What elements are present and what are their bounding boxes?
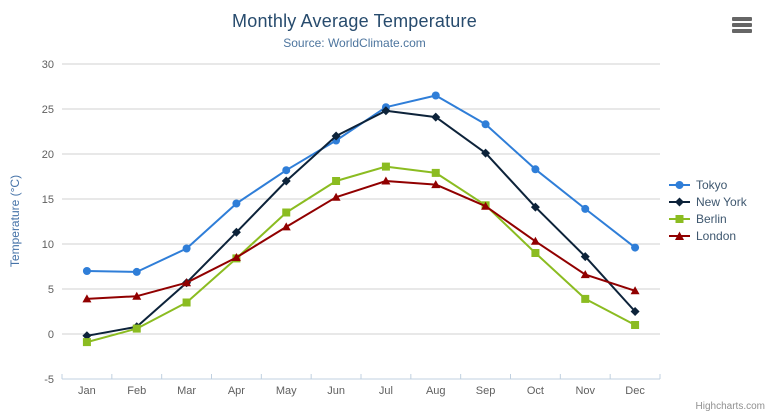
legend-label: New York: [696, 194, 747, 209]
legend: Tokyo New York Berlin London: [668, 176, 747, 244]
hamburger-menu-icon: [732, 23, 752, 27]
data-point-new-york-dec[interactable]: [630, 307, 640, 316]
data-point-new-york-jul[interactable]: [381, 106, 391, 116]
y-axis-label: -5: [44, 374, 54, 386]
legend-label: London: [696, 228, 737, 243]
data-point-berlin-jun[interactable]: [332, 177, 341, 185]
legend-label: Berlin: [696, 211, 727, 226]
hamburger-menu-icon: [732, 29, 752, 33]
legend-item-tokyo[interactable]: Tokyo: [668, 176, 747, 193]
data-point-berlin-aug[interactable]: [431, 168, 440, 177]
y-axis-label: 25: [42, 104, 54, 116]
series-line-london[interactable]: [85, 180, 637, 300]
x-axis-label: Nov: [575, 385, 595, 397]
data-point-london-feb[interactable]: [132, 291, 142, 300]
legend-item-new-york[interactable]: New York: [668, 193, 747, 210]
data-point-new-york-oct[interactable]: [530, 202, 540, 212]
y-axis-label: 10: [42, 239, 54, 251]
square-legend-marker-icon: [669, 214, 690, 223]
data-point-tokyo-jan[interactable]: [82, 267, 91, 275]
data-point-london-jul[interactable]: [381, 176, 391, 185]
data-point-london-nov[interactable]: [580, 270, 590, 279]
data-point-berlin-mar[interactable]: [182, 298, 191, 307]
legend-item-berlin[interactable]: Berlin: [668, 210, 747, 227]
hamburger-menu-icon: [732, 17, 752, 21]
circle-legend-marker-icon: [669, 180, 690, 189]
data-point-berlin-may[interactable]: [282, 208, 291, 217]
y-axis-title: Temperature (°C): [8, 174, 22, 268]
y-axis-label: 0: [48, 329, 54, 341]
data-point-london-mar[interactable]: [182, 278, 192, 287]
data-point-london-oct[interactable]: [530, 236, 540, 245]
x-axis-label: Jun: [327, 385, 345, 397]
x-axis-label: Apr: [228, 385, 245, 397]
x-axis-label: Jan: [78, 385, 96, 397]
chart-title: Monthly Average Temperature: [232, 11, 477, 31]
data-point-berlin-jul[interactable]: [381, 162, 390, 171]
data-point-tokyo-oct[interactable]: [531, 165, 540, 174]
x-axis-label: May: [276, 385, 297, 397]
data-point-london-jan[interactable]: [82, 294, 92, 303]
y-axis-label: 5: [48, 284, 54, 296]
data-point-tokyo-feb[interactable]: [132, 267, 141, 276]
data-point-tokyo-sep[interactable]: [481, 120, 490, 129]
data-point-new-york-jan[interactable]: [82, 331, 92, 341]
data-point-new-york-sep[interactable]: [481, 148, 491, 158]
data-point-new-york-may[interactable]: [281, 176, 291, 186]
data-point-berlin-dec[interactable]: [631, 321, 640, 329]
credits-link[interactable]: Highcharts.com: [695, 401, 765, 412]
series-line-new-york[interactable]: [85, 109, 637, 337]
x-axis-label: Sep: [476, 385, 496, 397]
data-point-london-sep[interactable]: [481, 201, 491, 210]
data-point-new-york-jun[interactable]: [331, 131, 341, 141]
data-point-london-dec[interactable]: [630, 286, 640, 295]
diamond-legend-marker-icon: [669, 197, 690, 206]
data-point-london-jun[interactable]: [331, 192, 341, 201]
legend-item-london[interactable]: London: [668, 227, 747, 244]
data-point-london-aug[interactable]: [431, 180, 441, 189]
data-point-berlin-oct[interactable]: [531, 249, 540, 257]
x-axis-label: Oct: [527, 385, 544, 397]
data-point-berlin-nov[interactable]: [581, 294, 590, 303]
export-menu-button[interactable]: [731, 16, 753, 34]
x-axis-label: Aug: [426, 385, 446, 397]
data-point-tokyo-mar[interactable]: [182, 244, 191, 253]
data-point-tokyo-nov[interactable]: [581, 204, 590, 213]
data-point-new-york-aug[interactable]: [431, 112, 441, 122]
data-point-tokyo-may[interactable]: [282, 166, 291, 175]
series-line-tokyo[interactable]: [85, 94, 637, 273]
data-point-tokyo-aug[interactable]: [431, 91, 440, 100]
x-axis-label: Dec: [625, 385, 645, 397]
chart-subtitle: Source: WorldClimate.com: [283, 36, 426, 50]
data-point-tokyo-apr[interactable]: [232, 199, 241, 208]
x-axis-label: Mar: [177, 385, 196, 397]
data-point-london-apr[interactable]: [231, 253, 241, 261]
x-axis-label: Jul: [379, 385, 393, 397]
data-point-berlin-feb[interactable]: [132, 324, 141, 333]
triangle-legend-marker-icon: [669, 231, 690, 240]
data-point-berlin-jan[interactable]: [82, 338, 91, 347]
y-axis-label: 15: [42, 194, 54, 206]
data-point-new-york-apr[interactable]: [231, 227, 241, 237]
x-axis-label: Feb: [127, 385, 146, 397]
data-point-new-york-nov[interactable]: [580, 252, 590, 262]
y-axis-label: 30: [42, 59, 54, 71]
data-point-london-may[interactable]: [281, 222, 291, 231]
series-line-berlin[interactable]: [85, 165, 637, 344]
legend-label: Tokyo: [696, 177, 728, 192]
data-point-tokyo-dec[interactable]: [631, 243, 640, 252]
y-axis-label: 20: [42, 149, 54, 161]
